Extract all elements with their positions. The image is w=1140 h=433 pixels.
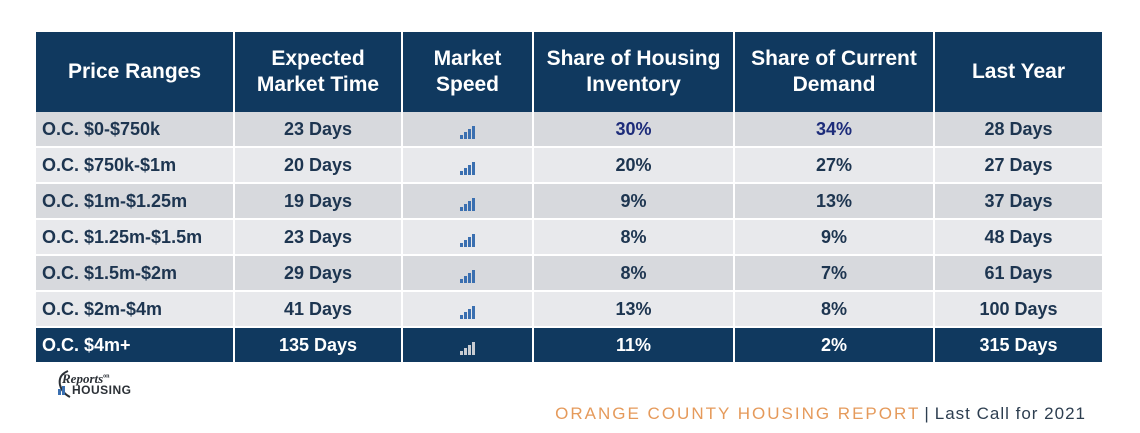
signal-bars-icon [459, 155, 476, 175]
table-row: O.C. $0-$750k 23 Days 30% 34% 28 Days [36, 112, 1102, 148]
cell-market-time: 41 Days [234, 291, 403, 328]
logo-swoosh-icon [58, 370, 71, 398]
logo-line1: Reportson [62, 371, 110, 386]
cell-market-speed [402, 327, 534, 362]
header-price-ranges: Price Ranges [36, 32, 235, 112]
cell-demand-share: 2% [734, 327, 935, 362]
footer-subtitle: Last Call for 2021 [934, 404, 1086, 423]
cell-inventory-share: 8% [533, 255, 735, 292]
signal-bars-icon [459, 335, 476, 355]
table-row: O.C. $4m+ 135 Days 11% 2% 315 Days [36, 327, 1102, 362]
signal-bars-icon [459, 299, 476, 319]
signal-bars-icon [459, 191, 476, 211]
cell-price-range: O.C. $2m-$4m [36, 291, 235, 328]
cell-price-range: O.C. $0-$750k [36, 112, 235, 148]
cell-demand-share: 7% [734, 255, 935, 292]
signal-bars-icon [459, 119, 476, 139]
table-row: O.C. $1m-$1.25m 19 Days 9% 13% 37 Days [36, 183, 1102, 220]
cell-market-speed [402, 183, 534, 220]
table-header-row: Price Ranges Expected Market Time Market S… [36, 32, 1102, 112]
cell-price-range: O.C. $1m-$1.25m [36, 183, 235, 220]
footer-separator: | [924, 404, 931, 423]
cell-market-time: 29 Days [234, 255, 403, 292]
cell-last-year: 100 Days [934, 291, 1102, 328]
reports-on-housing-logo: Reportson HOUSING [56, 369, 146, 401]
table-row: O.C. $1.25m-$1.5m 23 Days 8% 9% 48 Days [36, 219, 1102, 256]
cell-last-year: 27 Days [934, 147, 1102, 184]
cell-market-speed [402, 291, 534, 328]
cell-price-range: O.C. $1.5m-$2m [36, 255, 235, 292]
header-market-speed: Market Speed [402, 32, 534, 112]
cell-market-time: 135 Days [234, 327, 403, 362]
cell-last-year: 28 Days [934, 112, 1102, 148]
cell-inventory-share: 20% [533, 147, 735, 184]
cell-price-range: O.C. $4m+ [36, 327, 235, 362]
cell-market-time: 19 Days [234, 183, 403, 220]
signal-bars-icon [459, 263, 476, 283]
table-row: O.C. $750k-$1m 20 Days 20% 27% 27 Days [36, 147, 1102, 184]
cell-last-year: 61 Days [934, 255, 1102, 292]
cell-inventory-share: 13% [533, 291, 735, 328]
logo-line2: HOUSING [72, 383, 132, 397]
header-expected-market-time: Expected Market Time [234, 32, 403, 112]
cell-demand-share: 9% [734, 219, 935, 256]
footer-caption: ORANGE COUNTY HOUSING REPORT | Last Call f… [555, 404, 1086, 424]
cell-price-range: O.C. $1.25m-$1.5m [36, 219, 235, 256]
cell-market-speed [402, 255, 534, 292]
header-last-year: Last Year [934, 32, 1102, 112]
cell-demand-share: 27% [734, 147, 935, 184]
cell-last-year: 37 Days [934, 183, 1102, 220]
cell-last-year: 315 Days [934, 327, 1102, 362]
housing-table-container: Price Ranges Expected Market Time Market S… [36, 32, 1102, 362]
cell-market-speed [402, 219, 534, 256]
table-row: O.C. $1.5m-$2m 29 Days 8% 7% 61 Days [36, 255, 1102, 292]
cell-market-time: 23 Days [234, 219, 403, 256]
cell-inventory-share: 9% [533, 183, 735, 220]
cell-inventory-share: 30% [533, 112, 735, 148]
cell-demand-share: 8% [734, 291, 935, 328]
header-share-of-demand: Share of Current Demand [734, 32, 935, 112]
cell-demand-share: 34% [734, 112, 935, 148]
housing-market-table: Price Ranges Expected Market Time Market S… [36, 32, 1102, 362]
footer-report-name: ORANGE COUNTY HOUSING REPORT [555, 404, 921, 423]
cell-price-range: O.C. $750k-$1m [36, 147, 235, 184]
signal-bars-icon [459, 227, 476, 247]
cell-last-year: 48 Days [934, 219, 1102, 256]
cell-inventory-share: 8% [533, 219, 735, 256]
cell-market-speed [402, 112, 534, 148]
cell-market-time: 20 Days [234, 147, 403, 184]
cell-inventory-share: 11% [533, 327, 735, 362]
header-share-of-inventory: Share of Housing Inventory [533, 32, 735, 112]
cell-market-time: 23 Days [234, 112, 403, 148]
cell-market-speed [402, 147, 534, 184]
table-row: O.C. $2m-$4m 41 Days 13% 8% 100 Days [36, 291, 1102, 328]
cell-demand-share: 13% [734, 183, 935, 220]
